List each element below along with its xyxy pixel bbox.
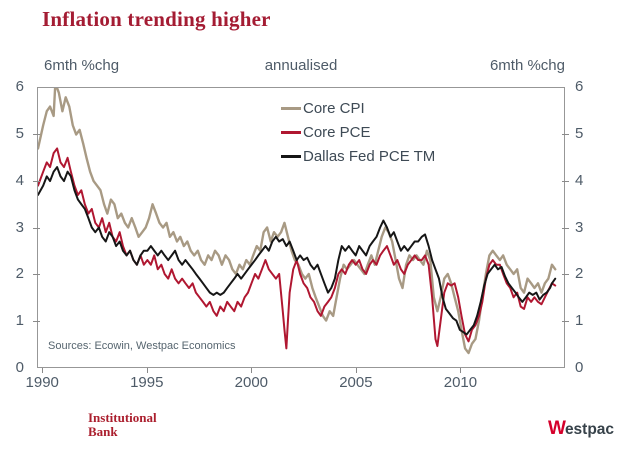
y-tick-mark <box>562 133 569 135</box>
legend-item: Core CPI <box>281 96 435 120</box>
westpac-logo-text: estpac <box>564 421 615 438</box>
y-tick-mark <box>562 180 569 182</box>
x-tick-label: 2005 <box>339 374 373 391</box>
x-tick-label: 1990 <box>25 374 59 391</box>
x-tick-label: 1995 <box>130 374 164 391</box>
chart-legend: Core CPI Core PCE Dallas Fed PCE TM <box>281 96 435 168</box>
left-axis-unit-label: 6mth %chg <box>44 57 120 74</box>
y-tick-label-left: 0 <box>15 359 24 376</box>
institutional-bank-wordmark: Institutional Bank <box>88 411 157 439</box>
y-tick-label-right: 1 <box>575 312 584 330</box>
x-tick-mark <box>42 368 44 373</box>
annualised-label: annualised <box>264 57 338 74</box>
westpac-w-icon: W <box>548 418 566 439</box>
y-tick-label-left: 5 <box>15 124 24 142</box>
x-tick-label: 2010 <box>443 374 478 391</box>
legend-swatch-icon <box>281 106 301 110</box>
x-tick-mark <box>146 368 148 373</box>
x-tick-mark <box>251 368 253 373</box>
y-tick-mark <box>33 227 40 229</box>
y-tick-mark <box>33 133 40 135</box>
y-tick-label-left: 4 <box>15 171 24 189</box>
y-tick-label-left: 3 <box>15 218 24 236</box>
y-tick-label-right: 6 <box>575 78 584 95</box>
legend-label: Core CPI <box>303 99 365 117</box>
series-core-pce <box>38 147 557 350</box>
y-tick-label-left: 2 <box>15 265 24 283</box>
legend-label: Core PCE <box>303 123 371 141</box>
legend-item: Dallas Fed PCE TM <box>281 144 435 168</box>
y-tick-label-right: 2 <box>575 265 584 283</box>
y-tick-label-right: 4 <box>575 171 584 189</box>
x-tick-mark <box>355 368 357 373</box>
footer-line-1: Institutional <box>88 410 157 425</box>
footer-line-2: Bank <box>88 424 118 439</box>
y-tick-mark <box>33 180 40 182</box>
legend-label: Dallas Fed PCE TM <box>303 147 436 165</box>
y-tick-mark <box>562 274 569 276</box>
y-tick-mark <box>33 274 40 276</box>
source-note: Sources: Ecowin, Westpac Economics <box>48 340 236 352</box>
westpac-logo: Westpac <box>548 418 614 440</box>
y-tick-label-right: 3 <box>575 218 584 236</box>
line-chart <box>38 88 557 355</box>
y-tick-label-left: 1 <box>15 312 24 330</box>
x-tick-mark <box>460 368 462 373</box>
y-tick-label-right: 0 <box>575 359 584 376</box>
legend-item: Core PCE <box>281 120 435 144</box>
x-tick-label: 2000 <box>234 374 269 391</box>
chart-title: Inflation trending higher <box>42 7 271 31</box>
y-tick-mark <box>562 321 569 323</box>
y-tick-label-right: 5 <box>575 124 584 142</box>
series-dallas-fed-pce-tm <box>38 166 557 336</box>
y-tick-label-left: 6 <box>15 78 24 95</box>
legend-swatch-icon <box>281 154 301 158</box>
right-axis-unit-label: 6mth %chg <box>489 57 565 74</box>
y-tick-mark <box>33 321 40 323</box>
y-tick-mark <box>562 227 569 229</box>
legend-swatch-icon <box>281 130 301 134</box>
